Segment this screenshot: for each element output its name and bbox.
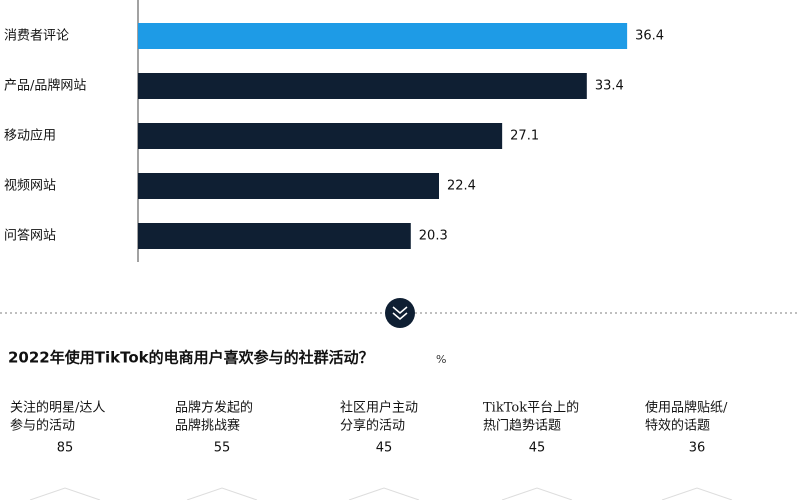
chevron	[392, 306, 408, 320]
bar	[138, 23, 628, 49]
value-label: 20.3	[419, 229, 448, 244]
category-label: 视频网站	[4, 179, 56, 194]
category-label: 产品/品牌网站	[4, 78, 86, 94]
item-value: 45	[529, 441, 546, 456]
item-value: 45	[376, 441, 393, 456]
item-label: 参与的活动	[10, 418, 75, 434]
category-label: 移动应用	[4, 128, 56, 144]
category-label: 消费者评论	[4, 29, 69, 44]
decor	[29, 487, 733, 500]
item-label: 社区用户主动	[340, 400, 418, 416]
item-label: 关注的明星/达人	[10, 400, 105, 416]
value-label: 36.4	[635, 29, 664, 44]
item-label: 特效的话题	[645, 418, 710, 434]
item-label: 品牌挑战赛	[175, 418, 240, 434]
item-label: 使用品牌贴纸/	[645, 400, 728, 416]
item-label: 品牌方发起的	[175, 400, 253, 416]
bar	[138, 173, 439, 199]
section-title: 2022年使用TikTok的电商用户喜欢参与的社群活动？	[8, 349, 374, 367]
value-label: 22.4	[447, 179, 476, 194]
bar	[138, 223, 411, 249]
item-value: 85	[57, 441, 74, 456]
category-label: 问答网站	[4, 228, 56, 244]
value-label: 27.1	[510, 129, 539, 144]
bar	[138, 73, 587, 99]
unit: %	[436, 353, 446, 366]
item-label: TikTok平台上的	[483, 400, 579, 416]
item-label: 热门趋势话题	[483, 418, 561, 434]
value-label: 33.4	[595, 79, 624, 94]
item-label: 分享的活动	[340, 418, 405, 434]
bar	[138, 123, 503, 149]
item-value: 55	[214, 441, 231, 456]
item-value: 36	[689, 441, 706, 456]
